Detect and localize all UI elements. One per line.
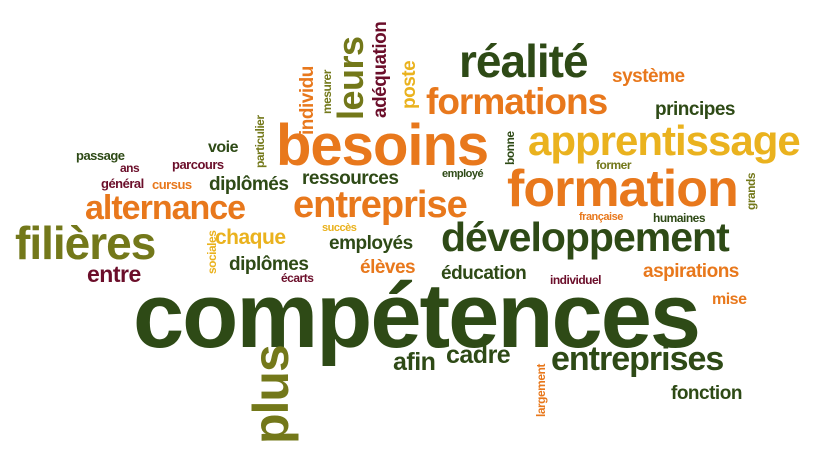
- word-cadre: cadre: [446, 341, 511, 369]
- word-eleves: élèves: [360, 257, 416, 278]
- word-general: général: [101, 176, 144, 191]
- word-realite: réalité: [459, 35, 589, 87]
- word-humaines: humaines: [653, 211, 706, 225]
- word-filieres: filières: [15, 217, 156, 269]
- word-former: former: [596, 158, 632, 172]
- word-diplomes-accent: diplômés: [209, 174, 289, 195]
- word-entre: entre: [87, 261, 141, 287]
- word-alternance: alternance: [85, 189, 246, 227]
- word-systeme: système: [612, 66, 685, 87]
- word-grands: grands: [744, 172, 758, 210]
- word-poste: poste: [399, 60, 420, 109]
- word-aspirations: aspirations: [643, 261, 739, 282]
- word-parcours: parcours: [172, 157, 224, 172]
- word-chaque: chaque: [215, 226, 286, 249]
- word-passage: passage: [76, 148, 125, 163]
- word-afin: afin: [393, 348, 436, 376]
- word-mesurer: mesurer: [320, 70, 334, 114]
- word-ecarts: écarts: [281, 271, 314, 285]
- word-ans: ans: [120, 161, 140, 175]
- word-individu: individu: [297, 66, 318, 135]
- word-francaise: française: [579, 211, 623, 223]
- word-formation: formation: [507, 160, 739, 218]
- word-developpement: développement: [441, 214, 730, 260]
- word-mise: mise: [712, 291, 747, 308]
- word-adequation: adéquation: [370, 21, 391, 118]
- word-cursus: cursus: [152, 177, 192, 192]
- word-bonne: bonne: [503, 131, 517, 166]
- word-employe: employé: [442, 168, 484, 180]
- word-individuel: individuel: [550, 273, 602, 287]
- word-ressources: ressources: [302, 168, 399, 189]
- word-entreprises: entreprises: [551, 340, 724, 378]
- word-entreprise: entreprise: [293, 184, 468, 226]
- word-diplomes: diplômes: [229, 254, 309, 275]
- word-formations: formations: [426, 81, 608, 122]
- word-leurs: leurs: [330, 36, 371, 120]
- word-apprentissage: apprentissage: [528, 117, 801, 164]
- word-employes: employés: [329, 233, 413, 254]
- word-plus: plus: [243, 345, 299, 444]
- word-voie: voie: [208, 139, 239, 156]
- word-largement: largement: [534, 364, 548, 417]
- word-competences: compétences: [133, 265, 701, 367]
- word-besoins: besoins: [276, 113, 489, 178]
- word-education: éducation: [441, 263, 527, 284]
- word-succes: succès: [322, 222, 357, 234]
- word-particulier: particulier: [253, 115, 267, 168]
- word-sociales: sociales: [205, 230, 219, 274]
- word-principes: principes: [655, 99, 735, 120]
- word-fonction: fonction: [671, 383, 742, 404]
